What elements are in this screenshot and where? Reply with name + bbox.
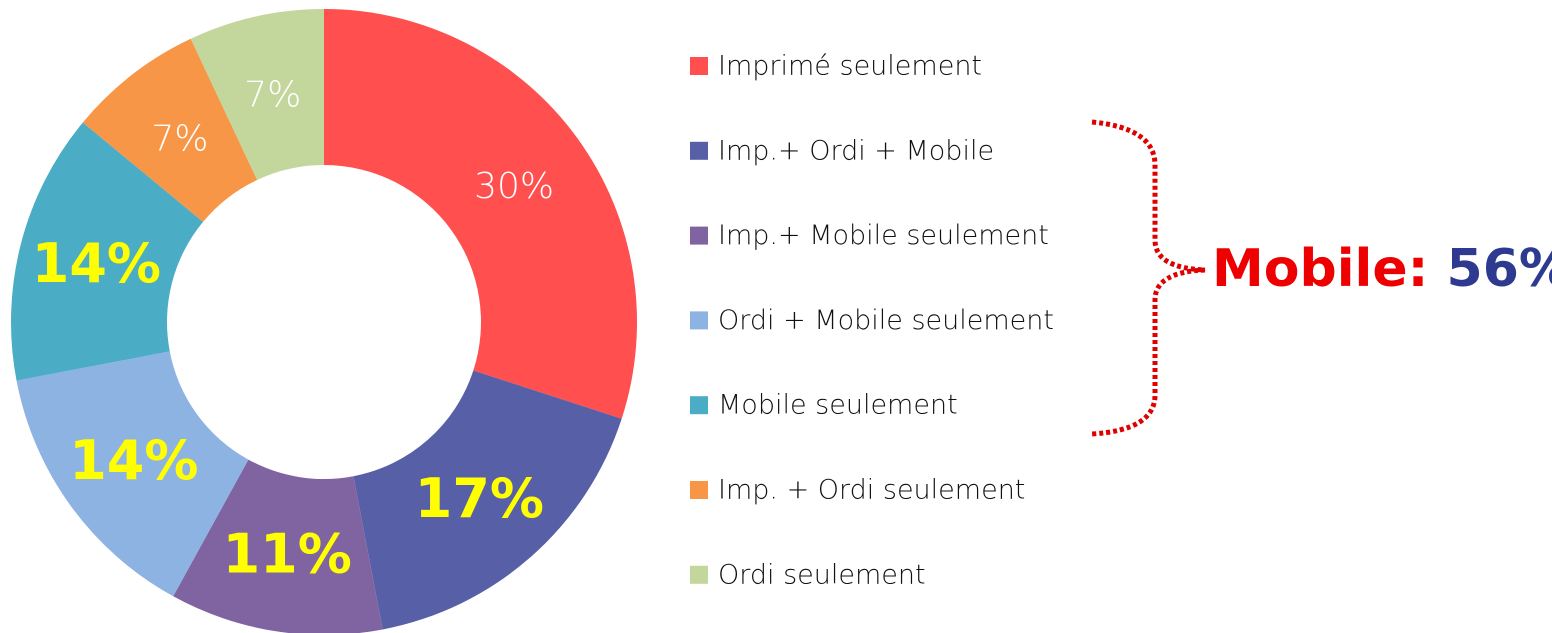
legend-label: Imp.+ Mobile seulement	[718, 220, 1049, 251]
legend-swatch	[690, 141, 708, 160]
legend-swatch	[690, 226, 708, 245]
slice	[173, 459, 383, 633]
slice	[11, 122, 204, 381]
legend-swatch	[690, 565, 708, 584]
legend-label: Imprimé seulement	[718, 51, 982, 82]
data-label: 17%	[415, 467, 544, 530]
data-label: 14%	[32, 232, 161, 295]
slice	[82, 38, 258, 222]
slice	[353, 370, 622, 630]
annotation-value: 56%	[1447, 239, 1552, 299]
legend-label: Mobile seulement	[718, 390, 958, 421]
legend-label: Ordi seulement	[718, 559, 926, 590]
annotation: Mobile: 56%	[1212, 239, 1552, 299]
legend-swatch	[690, 481, 708, 499]
legend-swatch	[690, 57, 708, 75]
legend-label: Ordi + Mobile seulement	[718, 305, 1054, 336]
data-label: 14%	[69, 429, 198, 492]
legend-label: Imp. + Ordi seulement	[718, 475, 1025, 506]
legend-swatch	[690, 396, 708, 415]
bracket	[1091, 119, 1206, 437]
data-label: 7%	[151, 118, 208, 159]
data-label: 30%	[474, 166, 554, 207]
slice	[16, 351, 249, 597]
legend-swatch	[690, 311, 708, 330]
slice	[190, 8, 324, 180]
legend-label: Imp.+ Ordi + Mobile	[718, 135, 994, 166]
slice	[324, 9, 637, 419]
data-label: 11%	[223, 523, 352, 586]
annotation-label: Mobile:	[1212, 239, 1428, 299]
data-label: 7%	[244, 75, 301, 116]
